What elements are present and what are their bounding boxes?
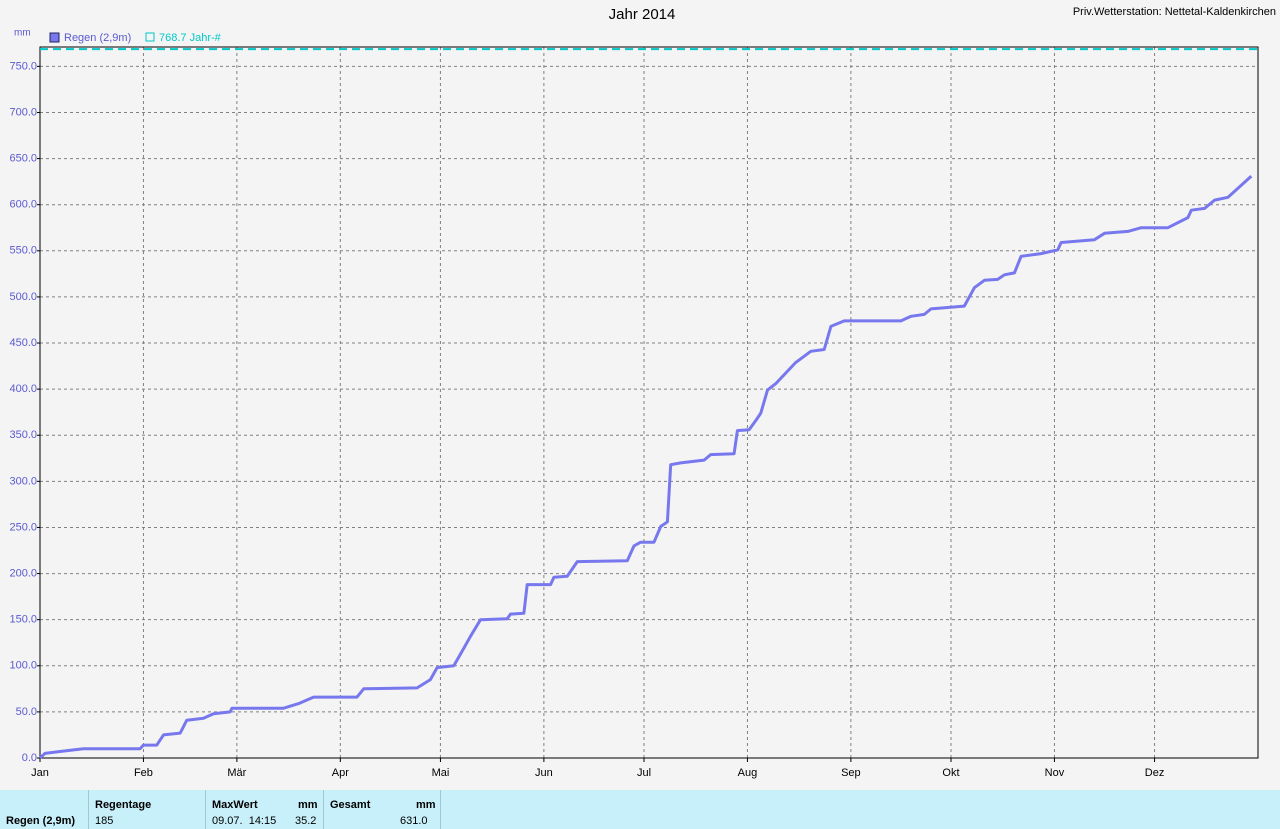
- y-tick-label: 150.0: [9, 614, 37, 626]
- plot-border: [39, 46, 1259, 759]
- x-tick-label: Jun: [535, 767, 553, 779]
- header: Regentage: [95, 799, 152, 811]
- y-tick-label: 400.0: [9, 383, 37, 395]
- x-tick-label: Jul: [637, 767, 651, 779]
- chart: Jahr 2014 Priv.Wetterstation: Nettetal-K…: [9, 6, 1276, 779]
- y-tick-label: 550.0: [9, 245, 37, 257]
- cell: 631.0: [400, 815, 428, 827]
- header: Gesamt: [330, 799, 371, 811]
- header: mm: [416, 799, 436, 811]
- x-tick-label: Okt: [942, 767, 959, 779]
- y-tick-label: 500.0: [9, 291, 37, 303]
- x-tick-label: Nov: [1045, 767, 1065, 779]
- cell: 09.07. 14:15: [212, 815, 277, 827]
- y-tick-label: 600.0: [9, 199, 37, 211]
- header: MaxWert: [212, 799, 258, 811]
- cell: 35.2: [295, 815, 317, 827]
- y-tick-label: 250.0: [9, 521, 37, 533]
- x-tick-label: Aug: [738, 767, 758, 779]
- x-tick-label: Sep: [841, 767, 861, 779]
- y-tick-label: 650.0: [9, 152, 37, 164]
- x-tick-label: Dez: [1145, 767, 1165, 779]
- separator: [440, 790, 441, 829]
- y-tick-label: 450.0: [9, 337, 37, 349]
- y-tick-label: 0.0: [22, 752, 37, 764]
- plot-area: [40, 47, 1258, 758]
- y-axis-label: mm: [14, 28, 31, 39]
- y-tick-label: 700.0: [9, 106, 37, 118]
- legend-label: 768.7 Jahr-#: [159, 32, 222, 44]
- separator: [205, 790, 206, 829]
- separator: [88, 790, 89, 829]
- x-tick-label: Feb: [134, 767, 153, 779]
- x-tick-label: Apr: [332, 767, 349, 779]
- y-tick-label: 100.0: [9, 660, 37, 672]
- legend-swatch: [49, 32, 60, 43]
- line: [38, 174, 1253, 760]
- y-tick-label: 50.0: [16, 706, 37, 718]
- row-label: Regen (2,9m): [6, 815, 76, 827]
- chart-title: Jahr 2014: [609, 6, 676, 23]
- y-tick-label: 300.0: [9, 475, 37, 487]
- x-tick-label: Mär: [227, 767, 246, 779]
- summary-table: Regen (2,9m) Regentage 185 MaxWert mm 09…: [0, 790, 1280, 829]
- cell: 185: [95, 815, 114, 827]
- chart-subtitle: Priv.Wetterstation: Nettetal-Kaldenkirch…: [1073, 6, 1276, 18]
- separator: [323, 790, 324, 829]
- y-tick-label: 750.0: [9, 60, 37, 72]
- y-tick-label: 200.0: [9, 567, 37, 579]
- x-tick-label: Jan: [31, 767, 49, 779]
- legend-label: Regen (2,9m): [64, 32, 131, 44]
- y-tick-label: 350.0: [9, 429, 37, 441]
- x-tick-label: Mai: [432, 767, 450, 779]
- legend-swatch: [145, 32, 155, 42]
- header: mm: [298, 799, 318, 811]
